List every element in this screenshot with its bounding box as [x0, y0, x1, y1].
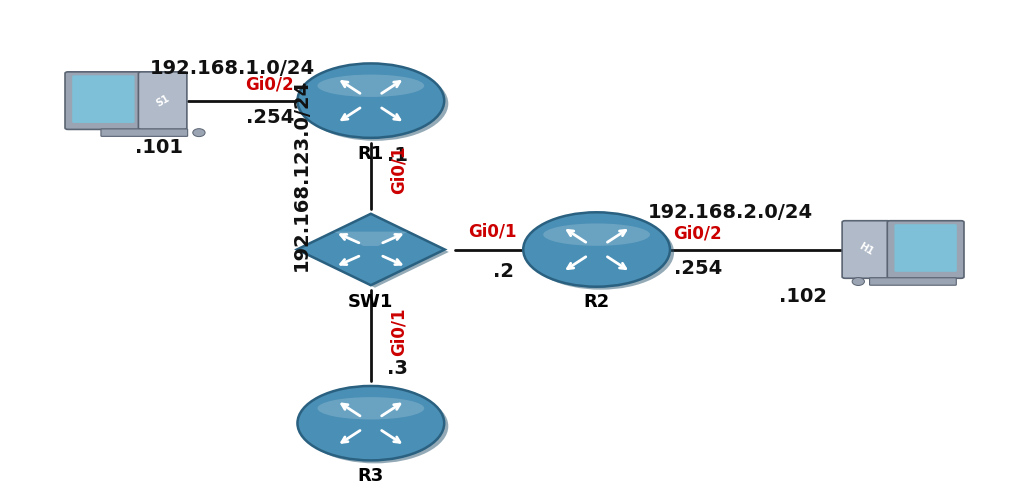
FancyBboxPatch shape	[101, 129, 187, 136]
Ellipse shape	[318, 397, 424, 420]
Ellipse shape	[523, 212, 670, 287]
Text: Gi0/1: Gi0/1	[468, 223, 517, 241]
Polygon shape	[333, 232, 407, 246]
Text: S1: S1	[154, 93, 171, 108]
FancyBboxPatch shape	[138, 72, 187, 129]
Ellipse shape	[192, 129, 205, 137]
Ellipse shape	[318, 74, 424, 97]
Text: 192.168.2.0/24: 192.168.2.0/24	[647, 203, 813, 222]
Text: .254: .254	[246, 108, 294, 127]
Ellipse shape	[301, 66, 449, 141]
Text: .1: .1	[387, 146, 409, 165]
Text: R1: R1	[358, 145, 384, 163]
Text: .254: .254	[674, 259, 721, 278]
Polygon shape	[297, 214, 445, 285]
FancyBboxPatch shape	[65, 72, 142, 129]
Text: .102: .102	[780, 287, 827, 306]
Text: Gi0/2: Gi0/2	[674, 224, 722, 242]
Text: R2: R2	[583, 293, 610, 311]
FancyBboxPatch shape	[894, 224, 957, 272]
Text: R3: R3	[358, 467, 384, 485]
Text: .101: .101	[135, 138, 183, 157]
Ellipse shape	[543, 224, 650, 246]
FancyBboxPatch shape	[842, 221, 891, 278]
FancyBboxPatch shape	[870, 278, 956, 285]
Ellipse shape	[852, 277, 864, 285]
Text: .3: .3	[387, 358, 409, 378]
Text: Gi0/2: Gi0/2	[245, 75, 294, 93]
FancyBboxPatch shape	[72, 75, 135, 123]
Ellipse shape	[527, 215, 674, 290]
Ellipse shape	[297, 63, 445, 138]
Polygon shape	[301, 216, 449, 288]
Ellipse shape	[301, 389, 449, 464]
Text: Gi0/1: Gi0/1	[389, 146, 407, 194]
Text: 192.168.1.0/24: 192.168.1.0/24	[150, 59, 315, 78]
Text: .2: .2	[494, 262, 514, 281]
FancyBboxPatch shape	[887, 221, 964, 278]
Text: 192.168.123.0/24: 192.168.123.0/24	[291, 79, 311, 271]
Text: SW1: SW1	[348, 293, 393, 311]
Text: H1: H1	[857, 242, 876, 257]
Ellipse shape	[297, 386, 445, 461]
Text: Gi0/1: Gi0/1	[389, 307, 407, 356]
